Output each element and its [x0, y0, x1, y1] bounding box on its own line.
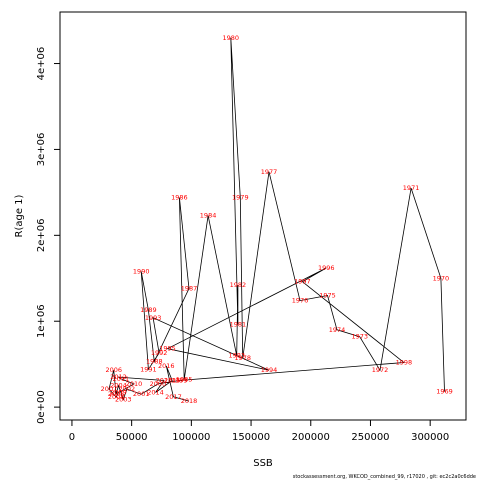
year-label-2007: 2007 [101, 385, 118, 393]
year-label-1986: 1986 [171, 194, 188, 202]
year-label-2008: 2008 [108, 393, 125, 401]
year-label-1970: 1970 [433, 274, 450, 282]
year-label-2016: 2016 [158, 362, 175, 370]
footnote: stockassessment.org, WKCOD_combined_99, … [293, 474, 476, 480]
x-tick-label: 150000 [232, 432, 270, 443]
x-tick-label: 300000 [411, 432, 449, 443]
year-label-1981: 1981 [230, 321, 247, 329]
year-label-2017: 2017 [165, 393, 182, 401]
year-label-1997: 1997 [294, 278, 311, 286]
y-tick-label: 4e+06 [36, 47, 47, 81]
year-labels: 1969 1970 1971 1972 1973 1974 1975 1976 1977 1978… [101, 34, 453, 405]
year-label-2000: 2000 [150, 380, 167, 388]
year-label-2003: 2003 [115, 395, 132, 403]
year-label-1999: 1999 [171, 376, 188, 384]
year-label-1992: 1992 [151, 349, 168, 357]
year-label-2002: 2002 [119, 385, 136, 393]
year-label-1984: 1984 [200, 212, 217, 220]
y-tick-label: 3e+06 [36, 133, 47, 167]
year-label-1969: 1969 [436, 388, 453, 396]
year-label-1995: 1995 [159, 345, 176, 353]
year-label-2014: 2014 [147, 389, 164, 397]
year-label-1971: 1971 [403, 184, 420, 192]
year-label-1980: 1980 [222, 34, 239, 42]
x-tick-label: 0 [69, 432, 75, 443]
year-label-2004: 2004 [110, 382, 127, 390]
y-axis: 0e+00 1e+06 2e+06 3e+06 4e+06 [36, 47, 60, 424]
year-label-1990: 1990 [133, 267, 150, 275]
x-axis: 0 50000 100000 150000 200000 250000 300000 [69, 420, 449, 443]
year-label-2013: 2013 [156, 376, 173, 384]
year-label-1975: 1975 [319, 291, 336, 299]
y-tick-label: 0e+00 [36, 390, 47, 424]
y-tick-label: 1e+06 [36, 304, 47, 338]
y-tick-label: 2e+06 [36, 219, 47, 253]
year-label-1983: 1983 [228, 352, 245, 360]
plot-frame [59, 11, 467, 421]
year-label-2018: 2018 [181, 397, 198, 405]
year-label-2009: 2009 [110, 389, 127, 397]
year-label-1993: 1993 [145, 314, 162, 322]
year-label-2015: 2015 [164, 376, 181, 384]
year-label-2005: 2005 [108, 390, 125, 398]
year-label-1989: 1989 [140, 306, 157, 314]
x-tick-label: 100000 [172, 432, 210, 443]
year-label-1982: 1982 [230, 281, 247, 289]
y-axis-title: R(age 1) [14, 194, 25, 237]
year-label-1988: 1988 [146, 358, 163, 366]
year-label-2010: 2010 [126, 380, 143, 388]
x-axis-title: SSB [253, 458, 273, 469]
year-label-1973: 1973 [351, 333, 368, 341]
year-label-1976: 1976 [292, 297, 309, 305]
year-label-2012: 2012 [110, 373, 127, 381]
year-label-1991: 1991 [140, 365, 157, 373]
year-label-2006: 2006 [105, 366, 122, 374]
year-label-1985: 1985 [176, 376, 193, 384]
x-tick-label: 50000 [116, 432, 148, 443]
year-label-1977: 1977 [261, 168, 278, 176]
year-label-1994: 1994 [261, 366, 278, 374]
year-label-1987: 1987 [181, 285, 198, 293]
year-label-1972: 1972 [372, 366, 389, 374]
x-tick-label: 250000 [351, 432, 389, 443]
year-label-1996: 1996 [318, 264, 335, 272]
year-label-1974: 1974 [329, 326, 346, 334]
year-label-1998: 1998 [396, 358, 413, 366]
year-label-1979: 1979 [232, 194, 249, 202]
year-label-2001: 2001 [133, 390, 150, 398]
year-label-1978: 1978 [234, 354, 251, 362]
x-tick-label: 200000 [292, 432, 330, 443]
year-label-2011: 2011 [113, 375, 130, 383]
stock-recruitment-line [108, 37, 445, 402]
